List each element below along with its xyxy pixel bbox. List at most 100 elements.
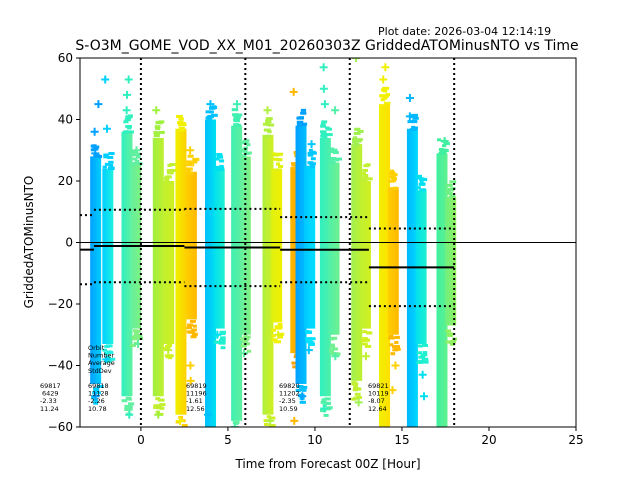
outlier-point <box>94 100 103 109</box>
outlier-point <box>125 410 134 419</box>
data-point <box>277 335 284 339</box>
data-point <box>443 142 450 146</box>
data-point <box>186 171 192 175</box>
data-column <box>328 106 343 361</box>
y-tick-label: 40 <box>58 113 73 127</box>
plot-date: Plot date: 2026-03-04 12:14:19 <box>378 25 551 38</box>
chart-title: S-O3M_GOME_VOD_XX_M01_20260303Z GriddedA… <box>75 38 578 54</box>
outlier-point <box>391 361 400 370</box>
outlier-point <box>440 137 449 146</box>
outlier-point <box>90 127 99 136</box>
outlier-point <box>102 124 111 133</box>
data-point <box>219 159 225 163</box>
data-point <box>309 337 316 341</box>
data-point <box>353 143 360 147</box>
data-point <box>246 151 252 155</box>
stat-line: 69821 <box>368 382 389 390</box>
data-band <box>271 168 283 323</box>
data-point <box>420 353 428 357</box>
outlier-point <box>263 106 272 115</box>
data-point <box>131 161 138 165</box>
data-point <box>241 149 248 153</box>
data-column <box>379 63 391 440</box>
data-column <box>262 106 276 427</box>
data-point <box>178 429 184 432</box>
data-point <box>389 175 396 179</box>
data-column <box>203 100 218 436</box>
data-point <box>93 387 99 391</box>
data-point <box>108 160 114 164</box>
data-band <box>359 181 371 329</box>
data-point <box>186 163 193 167</box>
data-point <box>391 345 399 349</box>
outlier-point <box>274 330 283 339</box>
data-point <box>243 342 250 346</box>
outlier-point <box>420 392 429 401</box>
data-band <box>295 125 307 384</box>
stat-line: 10119 <box>368 390 389 398</box>
data-point <box>103 155 109 159</box>
outlier-point <box>132 146 141 155</box>
stat-line: 11128 <box>88 390 109 398</box>
data-point <box>321 398 326 402</box>
data-point <box>419 179 424 183</box>
data-point <box>390 171 395 175</box>
data-point <box>218 338 226 342</box>
data-point <box>363 176 369 180</box>
data-point <box>178 128 185 132</box>
data-point <box>334 158 339 162</box>
data-point <box>450 342 455 346</box>
data-point <box>277 322 283 326</box>
data-column <box>271 152 285 344</box>
outlier-point <box>379 75 388 84</box>
stat-line: -2.35 <box>279 397 296 405</box>
data-point <box>217 154 223 158</box>
data-band <box>231 125 243 421</box>
data-point <box>390 169 395 173</box>
y-tick-label: −40 <box>48 359 73 373</box>
data-point <box>167 175 172 179</box>
data-point <box>157 398 165 402</box>
data-point <box>438 439 444 442</box>
data-column <box>101 75 116 364</box>
stat-block: 69817 6429 -2.33 11.24 <box>40 382 61 413</box>
data-point <box>366 177 373 181</box>
data-point <box>330 157 336 161</box>
stat-line: 11202 <box>279 390 300 398</box>
y-tick-label: −20 <box>48 297 73 311</box>
stat-line: 10.59 <box>279 405 298 413</box>
data-point <box>416 351 423 355</box>
data-point <box>104 344 110 348</box>
data-point <box>264 422 269 426</box>
y-tick-label: 20 <box>58 174 73 188</box>
data-point <box>390 352 396 356</box>
outlier-point <box>266 416 275 425</box>
data-point <box>422 178 428 182</box>
data-point <box>155 397 161 401</box>
data-point <box>329 352 336 356</box>
data-point <box>159 403 166 407</box>
data-point <box>409 438 415 441</box>
data-point <box>411 437 415 440</box>
outlier-point <box>230 423 239 427</box>
data-point <box>392 186 398 190</box>
data-point <box>305 330 312 334</box>
data-point <box>210 113 218 117</box>
data-point <box>206 433 212 436</box>
data-point <box>412 116 419 120</box>
stat-line: -8.07 <box>368 397 385 405</box>
data-point <box>233 431 237 434</box>
data-point <box>441 434 447 437</box>
y-tick-label: 0 <box>65 236 73 250</box>
data-point <box>362 330 367 334</box>
stat-line: 69817 <box>40 382 61 390</box>
data-band <box>175 128 187 415</box>
stat-line: 69820 <box>279 382 300 390</box>
stat-line: 69819 <box>186 382 207 390</box>
data-point <box>329 345 336 349</box>
data-point <box>94 391 101 395</box>
data-point <box>383 437 388 440</box>
data-point <box>364 344 372 348</box>
data-point <box>237 113 243 117</box>
data-point <box>412 434 417 437</box>
